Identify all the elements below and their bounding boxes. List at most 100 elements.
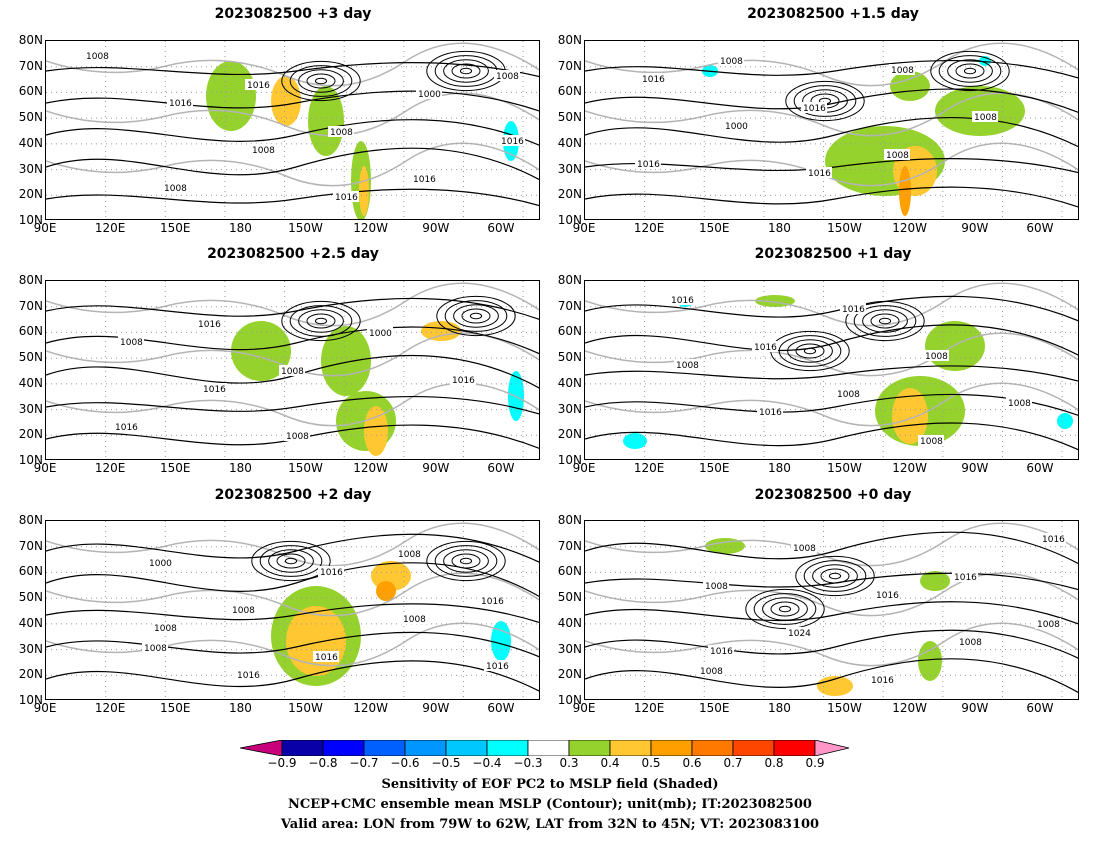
- lat-tick-label: 80N: [557, 33, 582, 47]
- sensitivity-shading: [892, 388, 928, 444]
- contour-label: 1016: [413, 175, 436, 185]
- contour-label-bg: [450, 374, 476, 385]
- pressure-center-contour: [803, 560, 867, 592]
- colorbar-tick-label: −0.3: [513, 756, 543, 770]
- contour-label: 1016: [671, 296, 694, 306]
- coastline: [585, 282, 1078, 327]
- pressure-center-contour: [955, 63, 985, 79]
- contour-label: 1008: [676, 361, 699, 371]
- pressure-center-contour: [268, 549, 314, 573]
- contour-label: 1008: [1037, 620, 1060, 630]
- lon-tick-label: 150E: [699, 461, 730, 475]
- contour-label: 1008: [720, 57, 743, 67]
- lon-tick-label: 90W: [422, 701, 450, 715]
- contour-label-bg: [923, 350, 949, 361]
- sensitivity-shading: [491, 621, 511, 661]
- lat-tick-label: 40N: [557, 135, 582, 150]
- contour-label: 1016: [198, 320, 221, 330]
- panel-title-6: 2023082500 +0 day: [754, 487, 912, 503]
- colorbar-segment: [486, 740, 529, 756]
- contour-label-bg: [484, 660, 510, 671]
- panel-title-5: 2023082500 +2 day: [214, 487, 372, 503]
- lat-tick-label: 20N: [557, 667, 582, 682]
- map-field-2: 1016 1000 1016 1008 1008 1016 1008 1016 1008: [585, 41, 1078, 219]
- lon-tick-label: 150W: [827, 701, 862, 715]
- lon-tick-label: 150W: [827, 461, 862, 475]
- contour-label: 1016: [315, 653, 338, 663]
- lon-tick-label: 90E: [572, 461, 596, 475]
- lat-tick-label: 70N: [18, 58, 43, 73]
- contour-label: 1008: [281, 367, 304, 377]
- contour-label: 1016: [842, 305, 865, 315]
- coastline: [585, 332, 1078, 377]
- contour-label: 1008: [974, 113, 997, 123]
- colorbar-tick-label: −0.6: [390, 756, 420, 770]
- contour-label-bg: [874, 589, 900, 600]
- pressure-center-contour: [870, 313, 900, 329]
- colorbar-tick-label: −0.7: [349, 756, 379, 770]
- contour-label-bg: [972, 111, 998, 122]
- pressure-center-contour: [281, 60, 361, 102]
- lat-tick-label: 50N: [557, 350, 582, 365]
- contour-label-bg: [791, 542, 817, 553]
- pressure-center-contour: [276, 553, 306, 569]
- colorbar-tick-label: 0.6: [682, 756, 702, 770]
- contour-label: 1016: [320, 568, 343, 578]
- lon-tick-label: 180: [767, 701, 791, 715]
- isobar-contour: [585, 88, 1078, 113]
- coastline: [46, 522, 539, 567]
- pressure-center-contour: [444, 300, 508, 332]
- lon-tick-label: 60W: [487, 221, 515, 235]
- pressure-center-contour: [436, 295, 516, 337]
- contour-label-bg: [162, 182, 188, 193]
- lat-tick-label: 50N: [18, 590, 43, 605]
- coastline: [585, 622, 1078, 667]
- lon-tick-label: 120W: [353, 221, 389, 235]
- colorbar-tick-label: −0.9: [267, 756, 297, 770]
- contour-label: 1016: [237, 671, 260, 681]
- pressure-center-contour: [762, 597, 808, 621]
- isobar-contour: [585, 186, 1078, 208]
- contour-label: 1008: [886, 151, 909, 161]
- contour-label: 1008: [891, 66, 914, 76]
- pressure-center-contour: [745, 588, 825, 630]
- contour-label: 1016: [501, 137, 524, 147]
- contour-label: 1000: [149, 559, 172, 569]
- contour-label: 1016: [452, 376, 475, 386]
- colorbar-tick-label: 0.5: [641, 756, 661, 770]
- pressure-center-contour: [443, 549, 489, 573]
- contour-label-bg: [118, 336, 144, 347]
- lat-tick-label: 80N: [18, 273, 43, 287]
- isobar-contour: [585, 629, 1078, 659]
- lat-tick-label: 70N: [557, 538, 582, 553]
- contour-label: 1008: [144, 644, 167, 654]
- lat-tick-label: 40N: [557, 615, 582, 630]
- contour-label-bg: [674, 359, 700, 370]
- colorbar-segment: [691, 740, 734, 756]
- lat-tick-label: 30N: [18, 641, 43, 656]
- contour-label-bg: [147, 557, 173, 568]
- contour-label-bg: [313, 651, 339, 662]
- contour-label: 1008: [286, 432, 309, 442]
- lon-tick-label: 90E: [33, 701, 57, 715]
- lon-tick-label: 120W: [353, 461, 389, 475]
- pressure-center-contour: [853, 305, 917, 337]
- coastline: [46, 382, 539, 427]
- contour-label-bg: [806, 167, 832, 178]
- sensitivity-shading: [705, 538, 745, 554]
- contour-label: 1008: [705, 582, 728, 592]
- colorbar-tick-label: 0.8: [764, 756, 784, 770]
- pressure-center-contour: [306, 73, 336, 89]
- lat-tick-label: 10N: [18, 213, 43, 227]
- contour-label-bg: [835, 388, 861, 399]
- sensitivity-shading: [890, 71, 930, 101]
- colorbar-segment: [568, 740, 611, 756]
- colorbar-segment: [773, 740, 816, 756]
- pressure-center-contour: [947, 59, 993, 83]
- contour-label: 1016: [759, 408, 782, 418]
- map-panel-5: 1008 1016 1016 1008 1016 1000 1008 1016 1008 1016…: [45, 520, 540, 700]
- pressure-center-contour: [820, 568, 850, 584]
- lat-tick-label: 10N: [557, 453, 582, 467]
- contour-label-bg: [752, 341, 778, 352]
- colorbar-tick-label: −0.8: [308, 756, 338, 770]
